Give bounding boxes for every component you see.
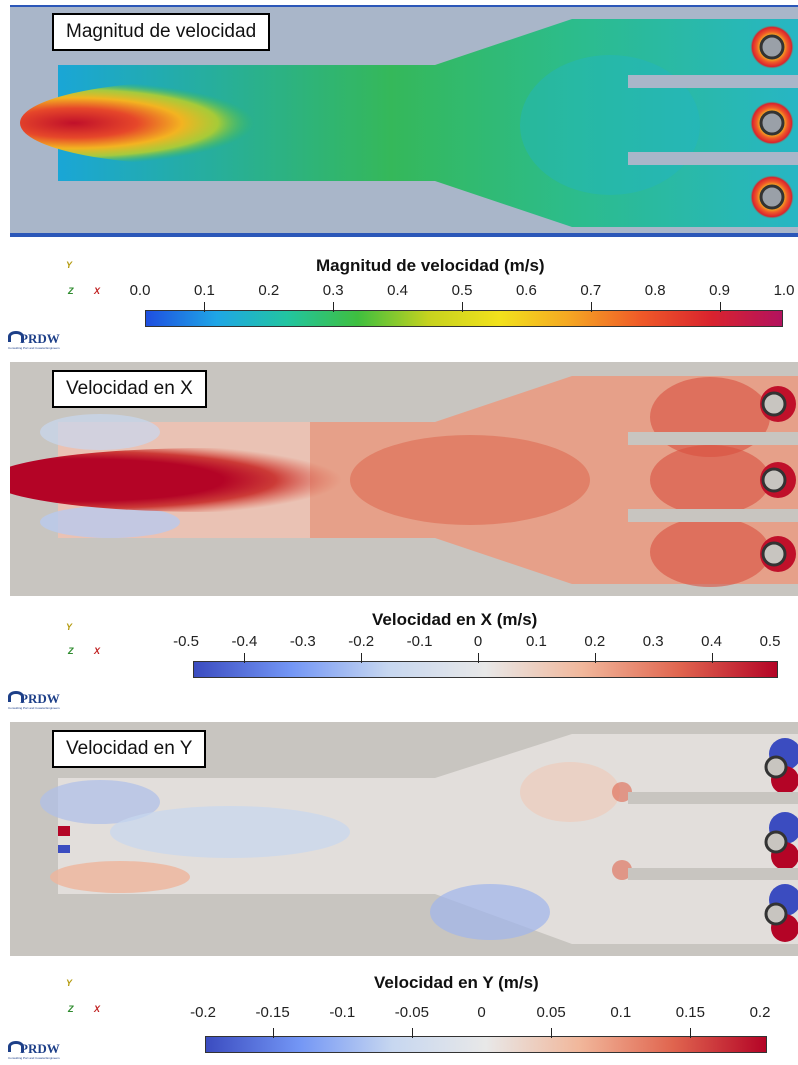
colorbar-tick-mark: [551, 1028, 553, 1038]
colorbar-tick-label: 0.2: [584, 633, 606, 650]
velocity-magnitude-field: Magnitud de velocidad: [10, 5, 798, 237]
colorbar-tick-mark: [361, 653, 363, 663]
colorbar-tick-mark: [204, 302, 206, 312]
axis-z-label: Z: [68, 286, 74, 296]
colorbar-tick-label: -0.2: [190, 1004, 216, 1021]
colorbar-tick-label: 0.9: [709, 282, 731, 299]
velocity-x-field: Velocidad en X: [10, 362, 798, 596]
colorbar-tick-label: 0.0: [129, 282, 151, 299]
panel-vx: Velocidad en X Y Z X Velocidad en X (m/s…: [0, 362, 798, 712]
colorbar-tick-label: 0.1: [193, 282, 215, 299]
colorbar-tick-label: 0.1: [610, 1004, 632, 1021]
colorbar-legend-vx: Y Z X Velocidad en X (m/s) PRDW Consulti…: [0, 604, 798, 710]
axes-orientation-icon: Y Z X: [60, 620, 110, 670]
prdw-logo: PRDW Consulting Port and Coastal Enginee…: [8, 1041, 60, 1060]
colorbar-tick-label: 0.2: [258, 282, 280, 299]
colorbar-tick-label: -0.5: [173, 633, 199, 650]
axes-orientation-icon: Y Z X: [60, 258, 110, 308]
colorbar-tick-label: 0.8: [644, 282, 666, 299]
colorbar-tick-mark: [411, 1028, 413, 1038]
colorbar-tick-label: 0.05: [536, 1004, 566, 1021]
axis-y-label: Y: [66, 260, 73, 270]
colorbar-tick-label: 1.0: [773, 282, 795, 299]
colorbar-tick-label: -0.2: [348, 633, 375, 650]
axis-x-label: X: [94, 1004, 101, 1014]
axis-y-label: Y: [66, 978, 73, 988]
colorbar-tick-mark: [719, 302, 721, 312]
colorbar-tick-label: 0.4: [387, 282, 409, 299]
colorbar-gradient: [145, 310, 783, 327]
prdw-logo: PRDW Consulting Port and Coastal Enginee…: [8, 331, 60, 350]
colorbar-tick-label: -0.4: [231, 633, 258, 650]
colorbar-tick-label: 0: [477, 1004, 486, 1021]
panel-vy: Velocidad en Y Y Z X Velocidad en Y (m/s…: [0, 720, 798, 1065]
colorbar-tick-mark: [594, 653, 596, 663]
colorbar-tick-label: -0.15: [255, 1004, 290, 1021]
colorbar-title: Velocidad en Y (m/s): [374, 973, 539, 992]
colorbar-tick-label: 0.7: [580, 282, 602, 299]
panel-magnitude: Magnitud de velocidad Y Z X Magnitud de …: [0, 0, 798, 350]
colorbar-tick-mark: [244, 653, 246, 663]
axis-z-label: Z: [68, 1004, 74, 1014]
colorbar-title: Velocidad en X (m/s): [372, 610, 538, 629]
colorbar-legend-vy: Y Z X Velocidad en Y (m/s) PRDW Consulti…: [0, 970, 798, 1065]
colorbar-gradient: [193, 661, 778, 678]
colorbar-gradient: [205, 1036, 767, 1053]
prdw-logo: PRDW Consulting Port and Coastal Enginee…: [8, 691, 60, 710]
colorbar-tick-label: -0.1: [406, 633, 433, 650]
colorbar-tick-mark: [462, 302, 463, 312]
panel-label-vy: Velocidad en Y: [52, 730, 207, 768]
colorbar-tick-label: 0: [473, 633, 483, 650]
colorbar-tick-label: 0.5: [451, 282, 473, 299]
colorbar-tick-label: -0.1: [329, 1004, 356, 1021]
colorbar-tick-label: 0.3: [642, 633, 664, 650]
colorbar-title: Magnitud de velocidad (m/s): [316, 256, 545, 275]
colorbar-tick-label: 0.1: [525, 633, 547, 650]
prdw-logo-icon: [8, 1041, 24, 1052]
colorbar-tick-label: 0.4: [701, 633, 723, 650]
axes-orientation-icon: Y Z X: [60, 976, 110, 1026]
colorbar-tick-label: 0.15: [675, 1004, 705, 1021]
axis-x-label: X: [94, 646, 101, 656]
colorbar-tick-mark: [272, 1028, 274, 1038]
axis-x-label: X: [94, 286, 101, 296]
colorbar-legend-magnitude: Y Z X Magnitud de velocidad (m/s) PRDW C…: [0, 250, 798, 350]
colorbar-tick-mark: [590, 302, 592, 312]
colorbar-tick-label: 0.6: [515, 282, 537, 299]
panel-label-vx: Velocidad en X: [52, 370, 207, 408]
colorbar-tick-label: 0.2: [749, 1004, 771, 1021]
colorbar-tick-label: 0.5: [759, 633, 781, 650]
colorbar-tick-label: -0.05: [394, 1004, 429, 1021]
colorbar-tick-mark: [478, 653, 479, 663]
prdw-logo-icon: [8, 691, 24, 702]
prdw-logo-icon: [8, 331, 24, 342]
velocity-y-field: Velocidad en Y: [10, 722, 798, 956]
colorbar-tick-mark: [690, 1028, 692, 1038]
colorbar-tick-mark: [711, 653, 713, 663]
colorbar-tick-label: 0.3: [322, 282, 344, 299]
axis-y-label: Y: [66, 622, 73, 632]
panel-label-magnitude: Magnitud de velocidad: [52, 13, 271, 51]
colorbar-tick-mark: [333, 302, 335, 312]
colorbar-tick-label: -0.3: [289, 633, 316, 650]
axis-z-label: Z: [68, 646, 74, 656]
